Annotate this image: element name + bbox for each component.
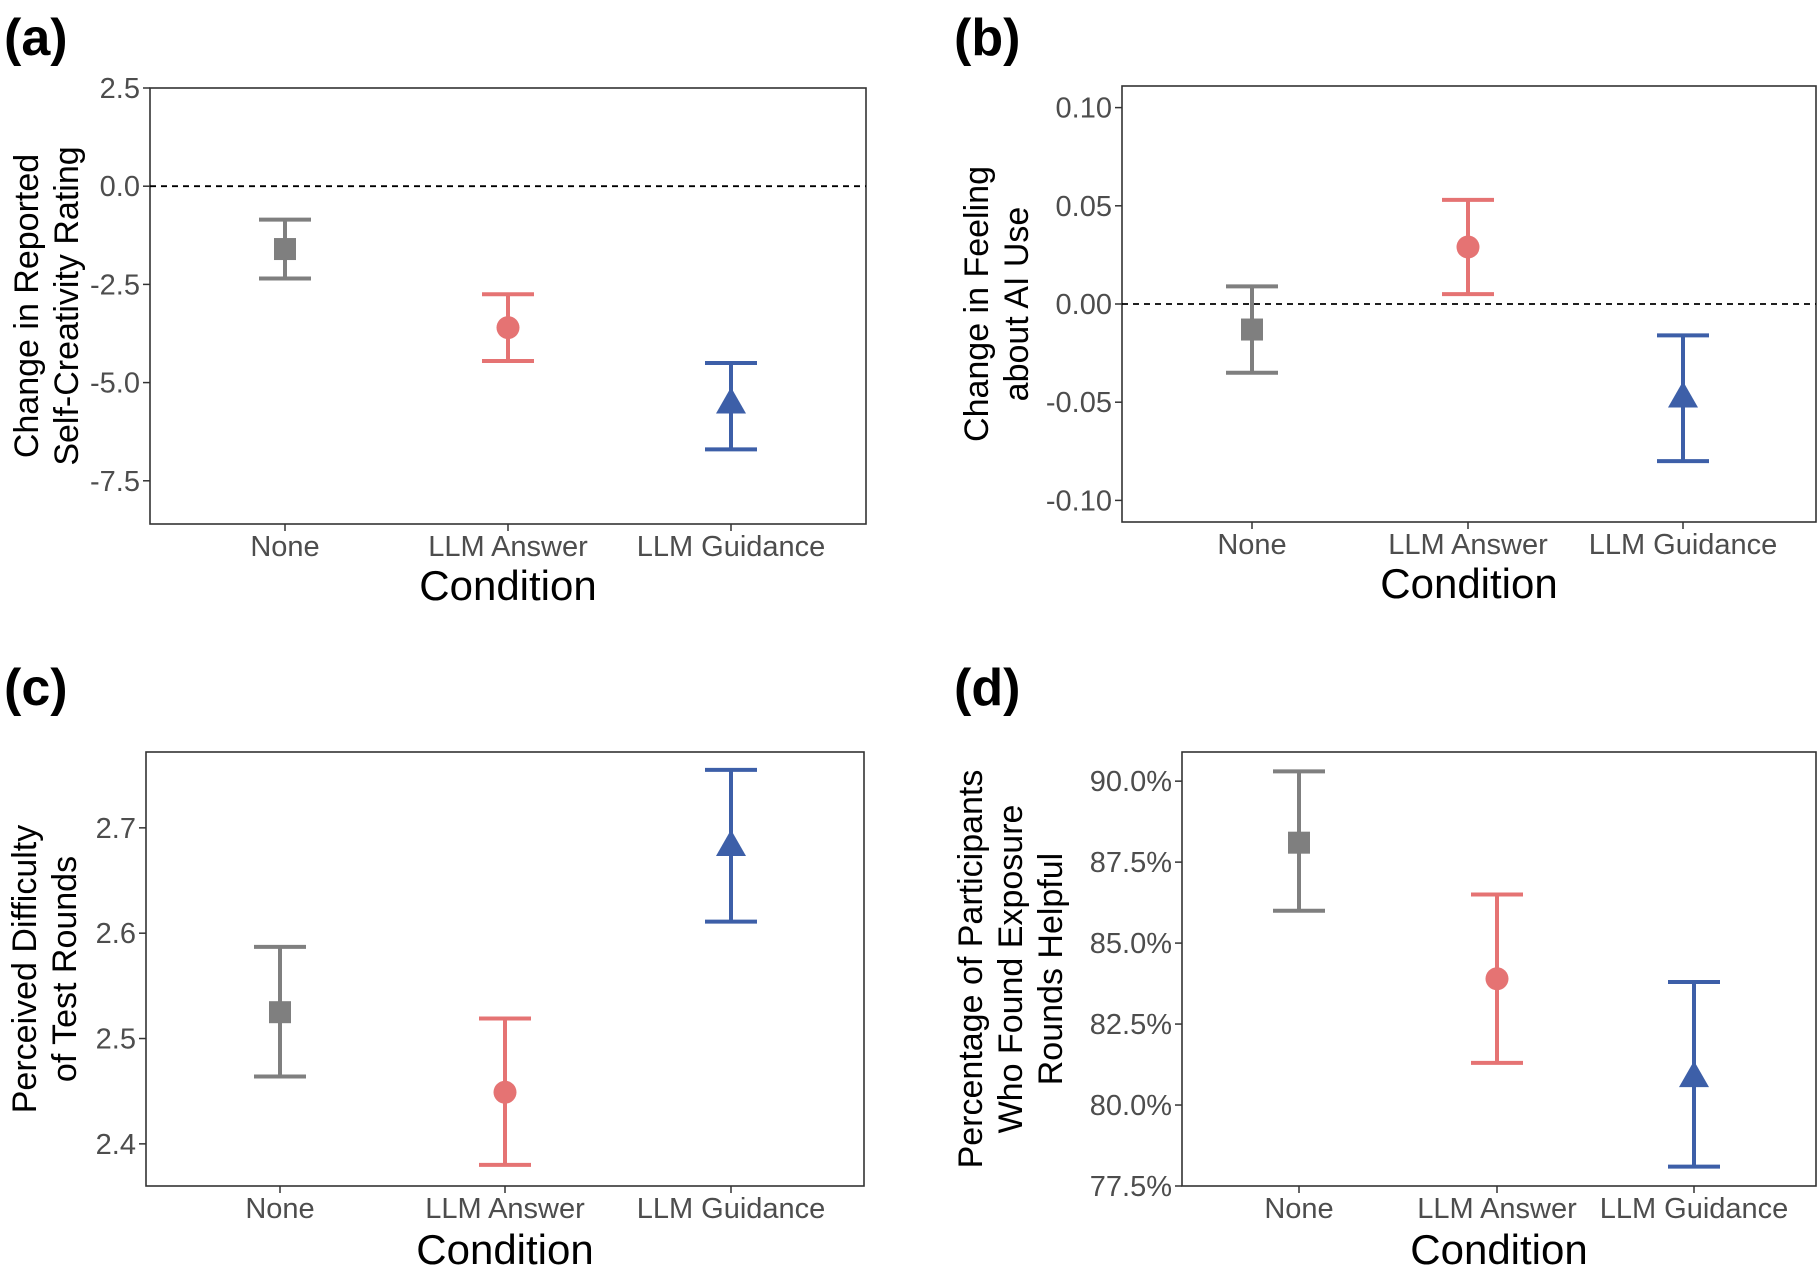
- y-tick-label: 0.0: [100, 171, 140, 203]
- panel-letter: (d): [954, 659, 1020, 717]
- x-tick-label: LLM Answer: [1417, 1193, 1577, 1225]
- y-tick-label: 82.5%: [1090, 1009, 1172, 1041]
- panel-letter: (b): [954, 9, 1020, 67]
- x-tick-label: LLM Guidance: [637, 531, 826, 563]
- y-tick-label: 0.00: [1056, 289, 1112, 321]
- point-marker-square: [1288, 831, 1310, 854]
- panel-a: (a) 2.5 0.0 -2.5 -5.0 -7.5 None LLM Answer LLM G…: [4, 9, 867, 609]
- y-tick-label: 0.05: [1056, 191, 1112, 223]
- y-tick-label: -0.10: [1046, 485, 1112, 517]
- plot-frame: [1181, 751, 1817, 1187]
- y-tick-label: 87.5%: [1090, 847, 1172, 879]
- point-marker-triangle: [716, 829, 746, 856]
- panel-d: (d) 90.0% 87.5% 85.0% 82.5% 80.0% 77.5% None LLM…: [952, 659, 1817, 1273]
- y-axis-title-line: about AI Use: [998, 207, 1036, 402]
- y-tick-label: 85.0%: [1090, 928, 1172, 960]
- panel-c: (c) 2.7 2.6 2.5 2.4 None LLM Answer LLM Guidanc…: [4, 659, 865, 1273]
- point-marker-square: [274, 238, 296, 261]
- y-axis-title-line: Change in Feeling: [958, 166, 996, 442]
- y-axis-title-line: of Test Rounds: [46, 856, 84, 1082]
- y-tick-label: 2.6: [96, 918, 136, 950]
- x-axis-title: Condition: [416, 1226, 593, 1273]
- y-tick-label: 2.5: [96, 1024, 136, 1056]
- point-marker-circle: [1485, 967, 1509, 991]
- panel-b: (b) 0.10 0.05 0.00 -0.05 -0.10 None LLM Answer L…: [954, 9, 1817, 607]
- y-tick-label: 2.5: [100, 73, 140, 105]
- x-axis-title: Condition: [1380, 560, 1557, 607]
- y-tick-label: 2.4: [96, 1129, 136, 1161]
- y-axis-title-line: Percentage of Participants: [952, 770, 990, 1169]
- point-marker-square: [1241, 318, 1263, 341]
- point-marker-circle: [1456, 235, 1480, 259]
- x-tick-label: LLM Answer: [428, 531, 588, 563]
- y-tick-label: 0.10: [1056, 93, 1112, 125]
- point-marker-triangle: [1668, 381, 1698, 408]
- y-tick-label: 2.7: [96, 813, 136, 845]
- x-axis-title: Condition: [419, 562, 596, 609]
- x-tick-label: LLM Guidance: [1589, 529, 1778, 561]
- y-tick-label: -5.0: [90, 368, 140, 400]
- x-tick-label: LLM Guidance: [637, 1193, 826, 1225]
- panel-letter: (c): [4, 659, 68, 717]
- point-marker-triangle: [716, 387, 746, 414]
- y-tick-label: 77.5%: [1090, 1171, 1172, 1203]
- y-tick-label: -7.5: [90, 466, 140, 498]
- y-axis-title-line: Change in Reported: [8, 154, 46, 458]
- point-marker-square: [269, 1001, 291, 1024]
- y-axis-title-line: Rounds Helpful: [1032, 853, 1070, 1085]
- y-axis-title-line: Self-Creativity Rating: [48, 146, 86, 465]
- point-marker-circle: [493, 1080, 517, 1104]
- y-axis-title-line: Who Found Exposure: [992, 805, 1030, 1134]
- x-tick-label: LLM Answer: [425, 1193, 585, 1225]
- panel-letter: (a): [4, 9, 68, 67]
- point-marker-triangle: [1679, 1060, 1709, 1088]
- y-tick-label: -2.5: [90, 269, 140, 301]
- x-axis-title: Condition: [1410, 1226, 1587, 1273]
- y-tick-label: -0.05: [1046, 387, 1112, 419]
- x-tick-label: LLM Answer: [1388, 529, 1548, 561]
- y-tick-label: 80.0%: [1090, 1090, 1172, 1122]
- point-marker-circle: [496, 316, 520, 340]
- y-axis-title-line: Perceived Difficulty: [6, 825, 44, 1114]
- y-tick-label: 90.0%: [1090, 766, 1172, 798]
- x-tick-label: None: [245, 1193, 314, 1225]
- x-tick-label: None: [1217, 529, 1286, 561]
- x-tick-label: None: [250, 531, 319, 563]
- x-tick-label: None: [1264, 1193, 1333, 1225]
- x-tick-label: LLM Guidance: [1600, 1193, 1789, 1225]
